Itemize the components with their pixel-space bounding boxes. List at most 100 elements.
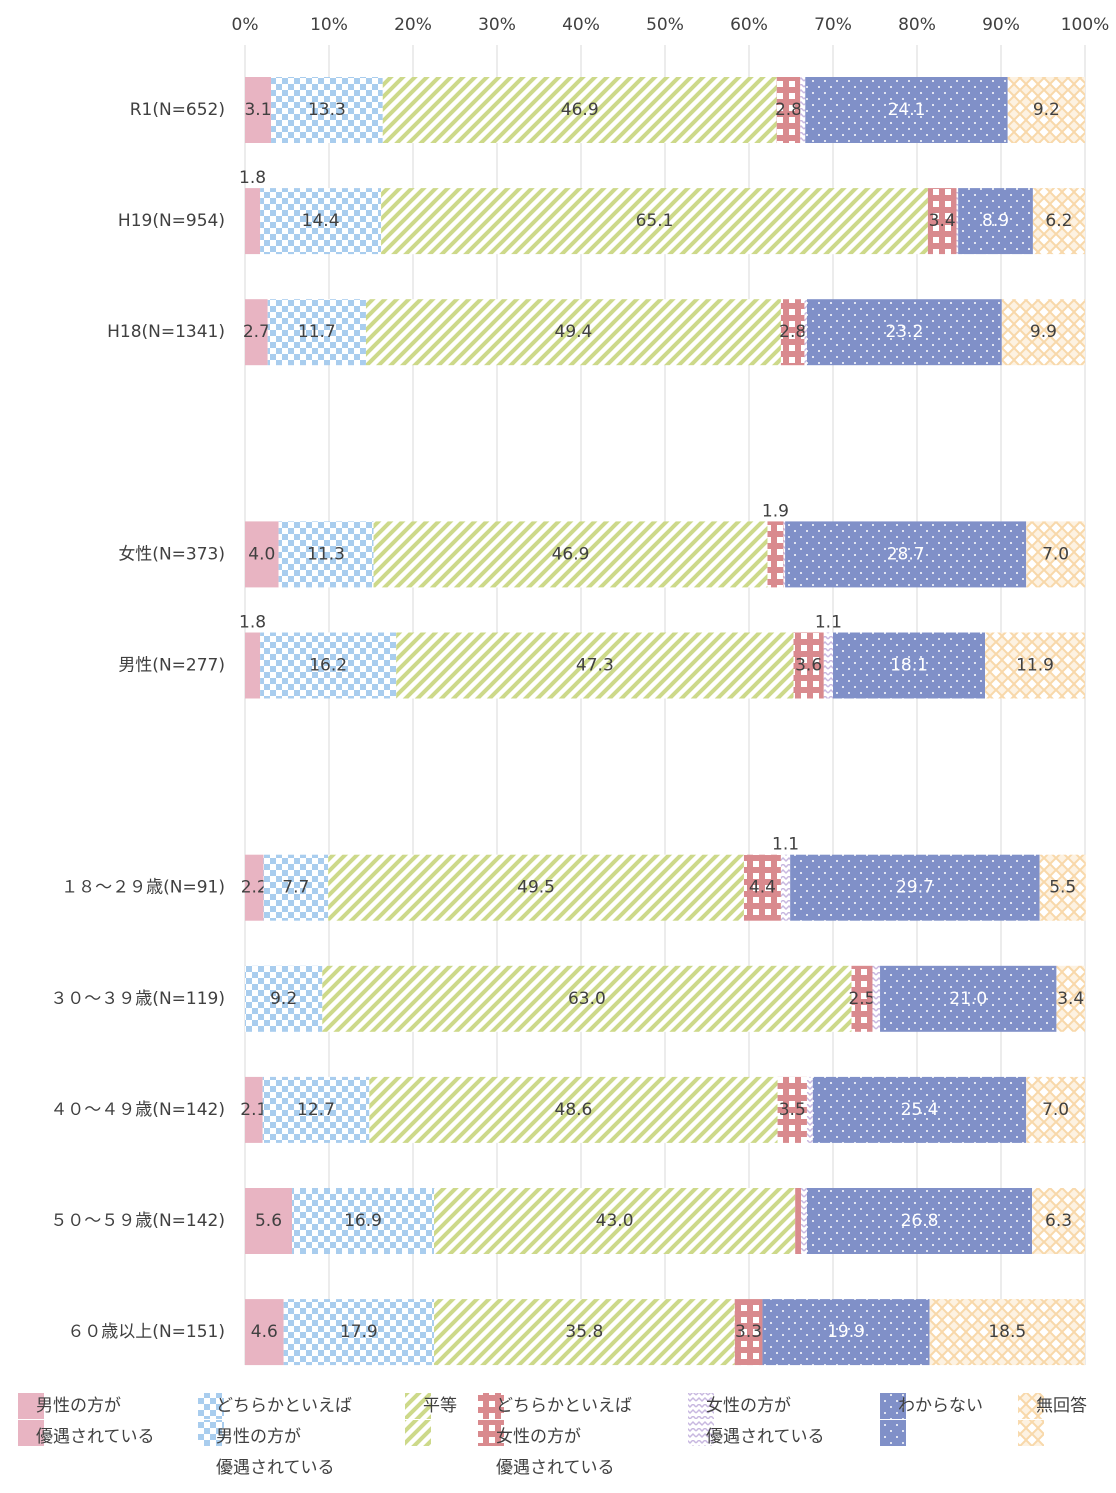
category-label: １８～２９歳(N=91)	[61, 878, 225, 898]
data-label: 1.8	[239, 168, 266, 188]
bar-segment	[801, 1188, 807, 1254]
data-label: 28.7	[887, 544, 925, 564]
bar-segment	[958, 188, 1033, 255]
bar-segment	[245, 1299, 284, 1366]
bar-segment	[795, 1188, 802, 1254]
bar-segment	[790, 854, 1040, 921]
legend-swatch	[688, 1393, 714, 1419]
bar-segment	[780, 854, 791, 921]
x-tick-label: 100%	[1061, 15, 1110, 35]
x-tick-label: 70%	[814, 15, 852, 35]
category-label: ３０～３９歳(N=119)	[50, 989, 225, 1009]
category-label: 男性(N=277)	[118, 656, 225, 676]
data-label: 49.4	[555, 322, 593, 342]
data-label: 2.5	[848, 989, 875, 1009]
data-label: 14.4	[302, 211, 340, 231]
data-label: 9.9	[1030, 322, 1057, 342]
legend-swatch	[405, 1393, 431, 1419]
legend-swatch	[1018, 1420, 1044, 1446]
bar-segment	[927, 188, 957, 255]
category-label: ６０歳以上(N=151)	[67, 1322, 225, 1342]
bar-segment	[245, 854, 264, 921]
bar-segment	[245, 632, 261, 699]
data-label: 5.6	[255, 1211, 282, 1231]
bar-segment	[806, 299, 1002, 366]
x-tick-label: 80%	[898, 15, 936, 35]
bar-segment	[793, 632, 824, 699]
data-label: 23.2	[885, 322, 923, 342]
data-label: 3.5	[779, 1100, 806, 1120]
data-label: 12.7	[297, 1100, 335, 1120]
bar-segment	[245, 1076, 263, 1143]
bar-segment	[245, 521, 279, 588]
data-label: 2.8	[779, 322, 806, 342]
bar-segment	[245, 77, 272, 143]
data-label: 25.4	[901, 1100, 939, 1120]
legend-swatch	[18, 1420, 44, 1446]
data-label: 11.9	[1016, 656, 1054, 676]
data-label: 7.7	[282, 878, 309, 898]
bar-segment	[806, 1188, 1033, 1254]
data-label: 18.1	[890, 656, 928, 676]
bar-segment	[1032, 1188, 1085, 1254]
data-label: 16.9	[344, 1211, 382, 1231]
data-label: 3.6	[795, 656, 822, 676]
category-label: ４０～４９歳(N=142)	[50, 1100, 225, 1120]
bar-segment	[369, 1076, 778, 1143]
bar-segment	[929, 1299, 1085, 1366]
bar-segment	[267, 299, 366, 366]
bar-segment	[245, 188, 261, 255]
bar-segment	[245, 299, 268, 366]
bar-segment	[1007, 77, 1085, 143]
bar-segment	[743, 854, 781, 921]
bar-segment	[823, 632, 833, 699]
legend-label: 女性の方が 優遇されている	[706, 1396, 825, 1447]
legend-swatch	[405, 1420, 431, 1446]
bar-segment	[880, 965, 1057, 1032]
category-label: H19(N=954)	[118, 211, 225, 231]
x-tick-label: 10%	[310, 15, 348, 35]
bar-segment	[271, 77, 383, 143]
legend-label: 平等	[423, 1396, 457, 1416]
data-label: 16.2	[309, 656, 347, 676]
legend-label: どちらかといえば 男性の方が 優遇されている	[216, 1396, 352, 1478]
bar-segment	[805, 77, 1008, 143]
data-label: 4.0	[248, 544, 275, 564]
data-label: 8.9	[982, 211, 1009, 231]
data-label: 7.0	[1042, 1100, 1069, 1120]
data-label: 46.9	[561, 100, 599, 120]
data-label: 43.0	[596, 1211, 634, 1231]
legend-label: 男性の方が 優遇されている	[36, 1396, 155, 1447]
bar-segment	[283, 1299, 434, 1366]
data-label: 48.6	[555, 1100, 593, 1120]
legend-swatch	[1018, 1393, 1044, 1419]
bar-segment	[1026, 521, 1085, 588]
data-label: 6.2	[1045, 211, 1072, 231]
bar-segment	[833, 632, 986, 699]
data-label: 11.7	[298, 322, 336, 342]
x-tick-label: 20%	[394, 15, 432, 35]
bar-segment	[278, 521, 374, 588]
data-label: 1.1	[815, 613, 842, 633]
bar-segment	[365, 299, 781, 366]
data-label: 46.9	[552, 544, 590, 564]
bar-segment	[381, 188, 928, 255]
bar-segment	[812, 1076, 1027, 1143]
bar-segment	[434, 1188, 796, 1254]
legend-swatch	[18, 1393, 44, 1419]
data-label: 13.3	[308, 100, 346, 120]
bar-segment	[263, 854, 329, 921]
bar-segment	[328, 854, 744, 921]
category-label: R1(N=652)	[130, 100, 225, 120]
bar-segment	[783, 521, 786, 588]
data-label: 1.1	[772, 835, 799, 855]
legend-swatch	[880, 1393, 906, 1419]
legend-label: 無回答	[1036, 1396, 1087, 1416]
bar-segment	[373, 521, 768, 588]
x-tick-label: 40%	[562, 15, 600, 35]
x-tick-label: 0%	[232, 15, 259, 35]
bar-segment	[777, 1076, 807, 1143]
data-label: 19.9	[827, 1322, 865, 1342]
